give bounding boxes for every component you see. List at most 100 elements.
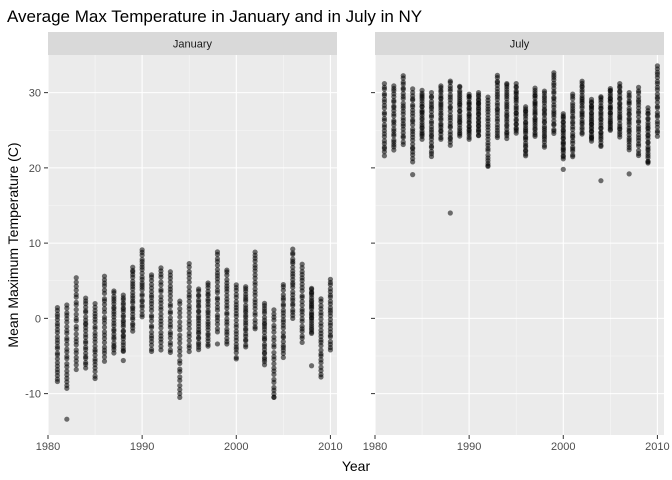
data-point: [299, 302, 305, 308]
data-point: [494, 122, 500, 128]
year-column: [196, 286, 202, 353]
data-point: [381, 96, 388, 102]
data-point: [318, 351, 324, 357]
data-point: [83, 308, 89, 314]
data-point: [318, 364, 324, 370]
year-column: [513, 80, 519, 136]
data-point: [635, 118, 642, 124]
data-point: [299, 306, 305, 312]
data-point: [635, 88, 642, 94]
data-point: [381, 153, 388, 159]
data-point: [261, 354, 268, 361]
data-point: [64, 382, 70, 389]
data-point: [111, 326, 117, 333]
data-point: [167, 308, 173, 315]
data-point: [243, 342, 249, 348]
data-point: [148, 346, 155, 352]
data-point: [400, 91, 406, 97]
data-point: [318, 296, 324, 302]
data-point: [271, 376, 277, 383]
data-point: [252, 297, 258, 303]
data-point: [635, 123, 642, 130]
data-point: [271, 307, 277, 313]
data-point: [167, 329, 173, 335]
data-point: [186, 310, 192, 316]
data-point: [148, 329, 155, 335]
data-point: [617, 100, 623, 106]
year-column: [391, 83, 397, 153]
y-tick-label: 30: [29, 88, 41, 100]
data-point: [280, 307, 286, 313]
year-column: [148, 272, 155, 355]
data-point: [494, 78, 500, 84]
data-point: [252, 272, 258, 278]
data-point: [271, 342, 277, 348]
data-point: [186, 292, 192, 298]
data-point: [381, 115, 388, 122]
data-point: [290, 289, 296, 295]
data-point: [92, 323, 98, 330]
year-column: [598, 94, 604, 149]
data-point: [101, 277, 108, 283]
y-tick-label: 20: [29, 163, 41, 175]
data-point: [280, 342, 286, 349]
data-point: [570, 152, 576, 158]
year-column: [457, 83, 463, 139]
data-point: [391, 137, 397, 143]
data-point: [64, 341, 70, 347]
data-point: [381, 84, 388, 90]
data-point: [214, 326, 221, 332]
data-point: [83, 344, 89, 350]
year-column: [504, 80, 510, 142]
x-tick-label: 1990: [130, 441, 154, 453]
year-column: [318, 296, 324, 380]
year-column: [485, 94, 491, 169]
year-column: [271, 307, 277, 400]
data-point: [214, 266, 221, 273]
gridlines-january: [47, 55, 337, 435]
data-point: [271, 394, 277, 400]
data-point: [290, 256, 296, 262]
data-point: [64, 416, 70, 422]
data-point: [148, 292, 155, 298]
data-point: [243, 302, 249, 308]
data-point: [299, 269, 305, 275]
data-point: [139, 274, 145, 280]
gridlines-july: [374, 55, 664, 435]
data-point: [485, 140, 491, 146]
data-point: [139, 291, 145, 297]
data-point: [186, 325, 192, 332]
data-point: [447, 112, 453, 118]
data-point: [224, 296, 230, 302]
data-point: [214, 262, 221, 268]
data-point: [196, 340, 202, 346]
y-axis: -10 0 10 20 30: [25, 88, 375, 401]
year-column: [54, 305, 61, 385]
data-point: [73, 279, 79, 285]
data-point: [626, 90, 632, 96]
data-point: [447, 78, 453, 84]
data-point: [588, 96, 595, 102]
panel-july: July 1980 1990 2000 2010: [363, 32, 670, 453]
data-point: [177, 366, 183, 372]
data-point: [327, 316, 334, 323]
data-point: [177, 314, 183, 320]
data-point: [410, 126, 416, 132]
data-point: [186, 260, 192, 267]
data-point: [224, 326, 230, 332]
data-point: [83, 332, 89, 338]
data-point: [139, 297, 145, 303]
data-point: [186, 318, 192, 324]
data-point: [158, 325, 164, 331]
x-axis-july: 1980 1990 2000 2010: [363, 435, 670, 453]
data-point: [196, 313, 202, 319]
data-point: [64, 335, 70, 341]
data-point: [271, 365, 277, 371]
data-point: [252, 324, 258, 330]
data-point: [635, 132, 642, 138]
data-point: [438, 83, 444, 89]
data-point: [579, 78, 585, 84]
data-point: [177, 352, 183, 359]
data-point: [299, 261, 305, 267]
